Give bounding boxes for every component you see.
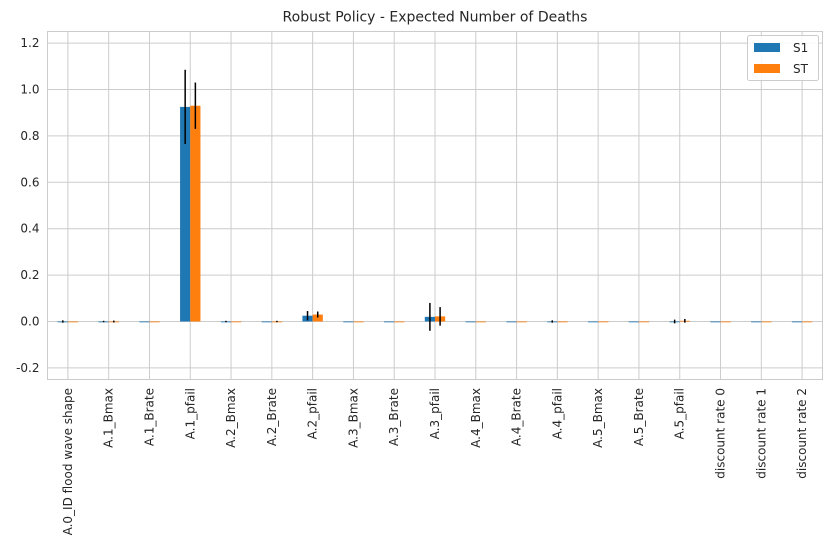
y-tick-label: 0.2 bbox=[20, 268, 39, 282]
bar-s1-discount rate 1 bbox=[751, 321, 762, 323]
chart-title: Robust Policy - Expected Number of Death… bbox=[283, 10, 588, 26]
x-tick-label: A.5_Brate bbox=[632, 388, 646, 446]
x-tick-label: A.2_Brate bbox=[265, 388, 279, 446]
x-tick-label: discount rate 1 bbox=[754, 388, 768, 479]
y-tick-label: 0.4 bbox=[20, 222, 39, 236]
x-tick-label: A.1_Brate bbox=[142, 388, 156, 446]
bar-s1-discount rate 0 bbox=[710, 321, 721, 323]
bar-st-discount rate 2 bbox=[802, 321, 813, 323]
x-tick-label: A.4_pfail bbox=[550, 388, 564, 439]
x-tick-label: A.1_Bmax bbox=[102, 388, 116, 448]
y-tick-label: 0.6 bbox=[20, 175, 39, 189]
x-tick-label: A.0_ID flood wave shape bbox=[61, 388, 75, 535]
bar-st-discount rate 0 bbox=[720, 321, 731, 323]
x-tick-label: A.5_Bmax bbox=[591, 388, 605, 448]
x-tick-label: A.2_Bmax bbox=[224, 388, 238, 448]
bar-s1-A.5_Bmax bbox=[587, 321, 599, 323]
bar-st-A.5_Bmax bbox=[598, 321, 609, 323]
legend-label-s1: S1 bbox=[793, 41, 808, 55]
bar-s1-A.3_Brate bbox=[384, 321, 395, 323]
x-tick-label: A.3_Bmax bbox=[346, 388, 360, 448]
y-tick-label: 1.2 bbox=[20, 36, 39, 50]
y-tick-label: 0.8 bbox=[20, 129, 39, 143]
bar-st-A.0_ID flood wave shape bbox=[67, 321, 79, 323]
legend-swatch-s1 bbox=[754, 43, 780, 52]
plot-frame bbox=[47, 31, 823, 380]
bar-s1-A.3_Bmax bbox=[343, 321, 354, 323]
x-tick-label: A.3_pfail bbox=[428, 388, 442, 439]
x-tick-label: discount rate 2 bbox=[795, 388, 809, 479]
bar-s1-A.5_Brate bbox=[628, 321, 639, 323]
y-tick-labels: -0.2 0.0 0.2 0.4 0.6 0.8 1.0 1.2 bbox=[16, 36, 39, 375]
bar-st-A.1_pfail bbox=[190, 105, 201, 322]
bar-s1-A.2_Brate bbox=[261, 321, 272, 323]
x-tick-labels: A.0_ID flood wave shape A.1_Bmax A.1_Brate… bbox=[61, 388, 809, 535]
bar-st-A.4_Bmax bbox=[475, 321, 486, 323]
bar-st-A.5_Brate bbox=[638, 321, 650, 323]
bar-s1-A.4_Brate bbox=[506, 321, 517, 323]
bar-st-A.4_Brate bbox=[516, 321, 527, 323]
error-bars-layer bbox=[62, 69, 686, 331]
bar-st-A.2_Bmax bbox=[231, 321, 242, 323]
bar-st-discount rate 1 bbox=[761, 321, 772, 323]
bar-st-A.2_pfail bbox=[312, 314, 323, 322]
x-tick-label: A.4_Bmax bbox=[469, 388, 483, 448]
grid-layer bbox=[47, 31, 823, 380]
y-tick-label: -0.2 bbox=[16, 361, 39, 375]
legend: S1 ST bbox=[747, 35, 819, 81]
y-tick-label: 0.0 bbox=[20, 315, 39, 329]
legend-swatch-st bbox=[754, 64, 780, 73]
x-tick-label: A.2_pfail bbox=[306, 388, 320, 439]
bar-s1-A.1_Brate bbox=[139, 321, 150, 323]
y-tick-label: 1.0 bbox=[20, 83, 39, 97]
bar-st-A.1_Brate bbox=[149, 321, 160, 323]
bar-st-A.4_pfail bbox=[557, 321, 568, 323]
legend-label-st: ST bbox=[793, 62, 809, 76]
x-tick-label: discount rate 0 bbox=[714, 388, 728, 479]
bar-st-A.3_Brate bbox=[394, 321, 405, 323]
bar-s1-A.1_pfail bbox=[180, 106, 191, 322]
x-tick-label: A.1_pfail bbox=[183, 388, 197, 439]
bar-s1-A.4_Bmax bbox=[465, 321, 476, 323]
bar-st-A.3_Bmax bbox=[353, 321, 364, 323]
x-tick-label: A.5_pfail bbox=[673, 388, 687, 439]
x-tick-label: A.3_Brate bbox=[387, 388, 401, 446]
x-tick-label: A.4_Brate bbox=[510, 388, 524, 446]
bar-s1-discount rate 2 bbox=[791, 321, 803, 323]
